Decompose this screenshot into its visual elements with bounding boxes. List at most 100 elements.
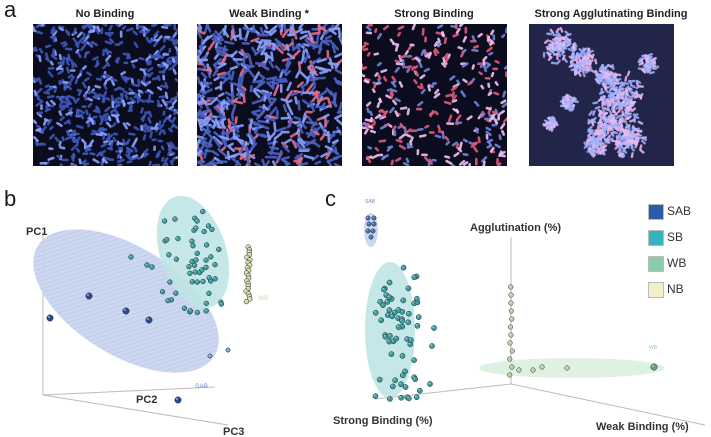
plot-point-wb-highlight xyxy=(540,365,542,367)
pca-point-sb xyxy=(193,225,199,231)
pca-point-sb-highlight xyxy=(168,280,170,283)
pca-point-wb-highlight xyxy=(246,284,249,286)
plot-point-sb xyxy=(372,309,379,316)
plot-point-sb-highlight xyxy=(400,373,403,376)
plot-point-sb xyxy=(372,393,379,400)
plot-point-sab-highlight xyxy=(366,216,368,218)
pca-point-sb-highlight xyxy=(192,263,195,266)
pca-point-sb xyxy=(203,264,209,270)
pca-point-sb-highlight xyxy=(213,262,216,265)
plot-point-sb xyxy=(378,317,385,324)
pca-point-sb-highlight xyxy=(204,243,207,245)
pca-point-sb-highlight xyxy=(187,264,189,267)
pca-point-sb-highlight xyxy=(206,224,209,226)
pca-point-sb xyxy=(187,308,194,314)
plot-point-sab xyxy=(368,234,374,240)
plot-point-sb-highlight xyxy=(403,385,406,388)
sab-cluster-label-c: SAB xyxy=(365,199,376,205)
plot-point-sb xyxy=(400,264,407,271)
plot-point-sb xyxy=(398,381,404,388)
plot-point-sb-highlight xyxy=(412,358,415,361)
pca-point-sab-minor-highlight xyxy=(226,348,228,350)
plot-point-sb-highlight xyxy=(409,338,411,341)
plot-point-sb-highlight xyxy=(390,314,393,317)
plot-point-sb-highlight xyxy=(400,354,403,356)
plot-point-sb xyxy=(398,394,405,401)
plot-point-sb-highlight xyxy=(414,395,417,398)
pca-point-sb xyxy=(206,290,212,297)
micrograph-agglutinating-binding xyxy=(529,24,674,166)
pca-point-sb xyxy=(190,243,196,249)
plot-point-wb-highlight xyxy=(508,373,510,375)
pca-point-wb-highlight xyxy=(247,253,250,255)
pc3-label: PC3 xyxy=(223,426,244,437)
plot-point-sb xyxy=(414,323,421,329)
plot-point-wb xyxy=(507,356,513,362)
plot-point-sb xyxy=(429,343,435,349)
pca-point-sb-highlight xyxy=(160,290,163,292)
pca-point-sb xyxy=(187,270,193,277)
plot-point-sb-highlight xyxy=(373,310,376,313)
plot-point-wb xyxy=(508,284,514,290)
pca-point-wb-highlight xyxy=(246,268,249,271)
pca-point-sb xyxy=(200,278,206,285)
plot-point-sb xyxy=(431,325,437,331)
plot-point-wb-highlight xyxy=(510,349,513,351)
plot-point-sb-highlight xyxy=(416,315,419,318)
plot-point-sb xyxy=(393,335,400,342)
pca-point-sb xyxy=(175,235,181,242)
plot-point-sb-highlight xyxy=(382,287,385,290)
plot-point-sb-highlight xyxy=(389,352,392,355)
pca-point-sab-minor-highlight xyxy=(208,354,210,356)
pca-point-sb-highlight xyxy=(204,309,207,311)
pca-point-sb-highlight xyxy=(167,253,169,255)
legend-swatch-sb xyxy=(648,230,664,246)
pca-point-wb-highlight xyxy=(246,260,249,263)
plot-point-sb-highlight xyxy=(379,318,382,321)
legend-item-wb: WB xyxy=(648,256,711,276)
plot-point-sb-highlight xyxy=(396,308,399,310)
pca-point-wb-highlight xyxy=(248,297,250,299)
plot-point-sb xyxy=(399,318,405,324)
plot-point-sb-highlight xyxy=(401,298,404,301)
pca-point-sb-highlight xyxy=(182,306,185,309)
plot-point-sb xyxy=(413,394,420,401)
weak-binding-label: Weak Binding (%) xyxy=(596,421,689,433)
plot-point-wb xyxy=(650,363,658,371)
pca-point-sb xyxy=(209,226,215,233)
pca-point-sab xyxy=(46,314,54,322)
plot-point-sb-highlight xyxy=(430,344,432,346)
plot-point-sb-highlight xyxy=(393,378,396,381)
wb-cluster-label-c: WB xyxy=(649,345,658,351)
plot-point-sab-highlight xyxy=(372,222,374,224)
plot-point-wb-highlight xyxy=(508,341,511,343)
pca-point-sb xyxy=(200,208,206,215)
plot-point-sb-highlight xyxy=(415,296,417,299)
pca-point-sb xyxy=(159,289,166,295)
sb-cluster-label: SB xyxy=(216,270,225,277)
plot-point-wb-highlight xyxy=(651,364,654,367)
plot-point-wb-highlight xyxy=(509,309,512,311)
plot-point-wb xyxy=(508,308,514,314)
pca-point-sb xyxy=(166,252,172,258)
plot-point-sab-highlight xyxy=(372,216,374,218)
plot-point-wb-highlight xyxy=(509,285,511,287)
pca-point-wb-highlight xyxy=(244,299,247,302)
pc2-axis xyxy=(42,386,216,396)
pca-point-sb-highlight xyxy=(165,237,167,240)
micrograph-weak-binding xyxy=(197,24,342,166)
plot-point-sb xyxy=(392,377,398,384)
pca-point-sb xyxy=(189,279,195,285)
pca-point-wb-highlight xyxy=(244,289,247,292)
pca-point-sb-highlight xyxy=(188,309,191,311)
pca-point-sb-highlight xyxy=(204,258,207,261)
pca-point-wb-highlight xyxy=(247,250,250,253)
pca-point-sab-highlight xyxy=(123,308,126,311)
pca-plot: PC1 PC2 PC3 SAB SB WB xyxy=(26,195,268,437)
plot-point-wb-highlight xyxy=(517,368,519,370)
pca-point-sb xyxy=(201,228,207,235)
pca-point-sb-highlight xyxy=(166,298,169,301)
plot-point-wb xyxy=(564,365,570,371)
plot-point-sb-highlight xyxy=(384,293,387,296)
pca-point-sb-highlight xyxy=(194,258,196,260)
